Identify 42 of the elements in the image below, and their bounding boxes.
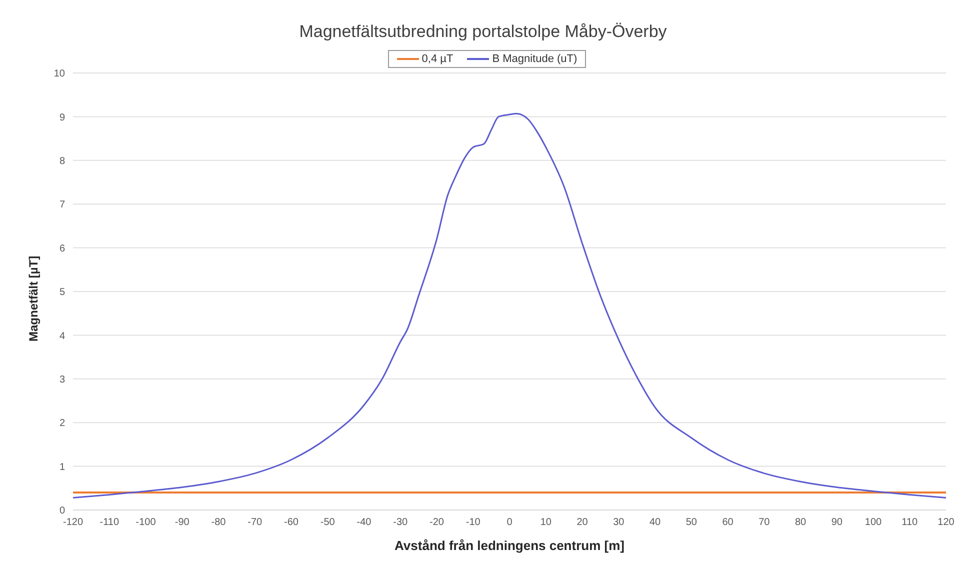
x-tick-label: 120 (938, 517, 955, 528)
x-tick-label: 0 (506, 517, 513, 528)
x-tick-label: 10 (540, 517, 552, 528)
x-tick-label: -30 (393, 517, 408, 528)
x-tick-label: -100 (136, 517, 156, 528)
x-tick-label: 80 (794, 517, 806, 528)
x-tick-label: 30 (613, 517, 625, 528)
x-tick-label: 110 (902, 517, 918, 528)
y-tick-label: 9 (59, 112, 66, 124)
y-axis-title: Magnetfält [µT] (26, 256, 40, 342)
x-tick-label: 50 (686, 517, 698, 528)
x-tick-label: -50 (320, 517, 336, 528)
y-tick-label: 7 (59, 200, 66, 211)
x-tick-label: 40 (649, 517, 661, 528)
x-tick-label: 70 (758, 517, 770, 528)
y-tick-label: 6 (59, 243, 66, 254)
y-tick-label: 4 (59, 330, 66, 342)
x-tick-label: -60 (284, 517, 299, 528)
y-tick-label: 1 (59, 462, 66, 473)
x-tick-label: -20 (430, 517, 444, 528)
legend-label: B Magnitude (uT) (491, 53, 578, 65)
x-tick-label: -120 (62, 517, 84, 528)
x-tick-label: 20 (576, 517, 588, 528)
chart-title: Magnetfältsutbredning portalstolpe Måby-Överby (298, 21, 668, 43)
y-tick-label: 8 (59, 156, 66, 167)
legend-label: 0,4 µT (420, 53, 454, 65)
x-tick-label: -10 (466, 517, 481, 528)
x-tick-label: -70 (248, 517, 263, 528)
x-tick-label: 100 (864, 517, 882, 528)
y-tick-label: 0 (59, 506, 66, 517)
x-tick-label: -90 (174, 517, 190, 528)
x-tick-label: 60 (722, 517, 734, 528)
x-tick-label: -110 (100, 517, 120, 528)
y-tick-label: 5 (59, 287, 66, 298)
y-tick-label: 3 (59, 374, 66, 386)
x-tick-label: -80 (211, 517, 226, 528)
line-series (73, 112, 946, 499)
x-tick-label: 90 (831, 517, 843, 528)
y-tick-label: 10 (54, 68, 66, 80)
x-axis-title: Avstånd från ledningens centrum [m] (394, 538, 624, 553)
y-tick-label: 2 (59, 418, 66, 430)
x-tick-label: -40 (356, 517, 372, 528)
